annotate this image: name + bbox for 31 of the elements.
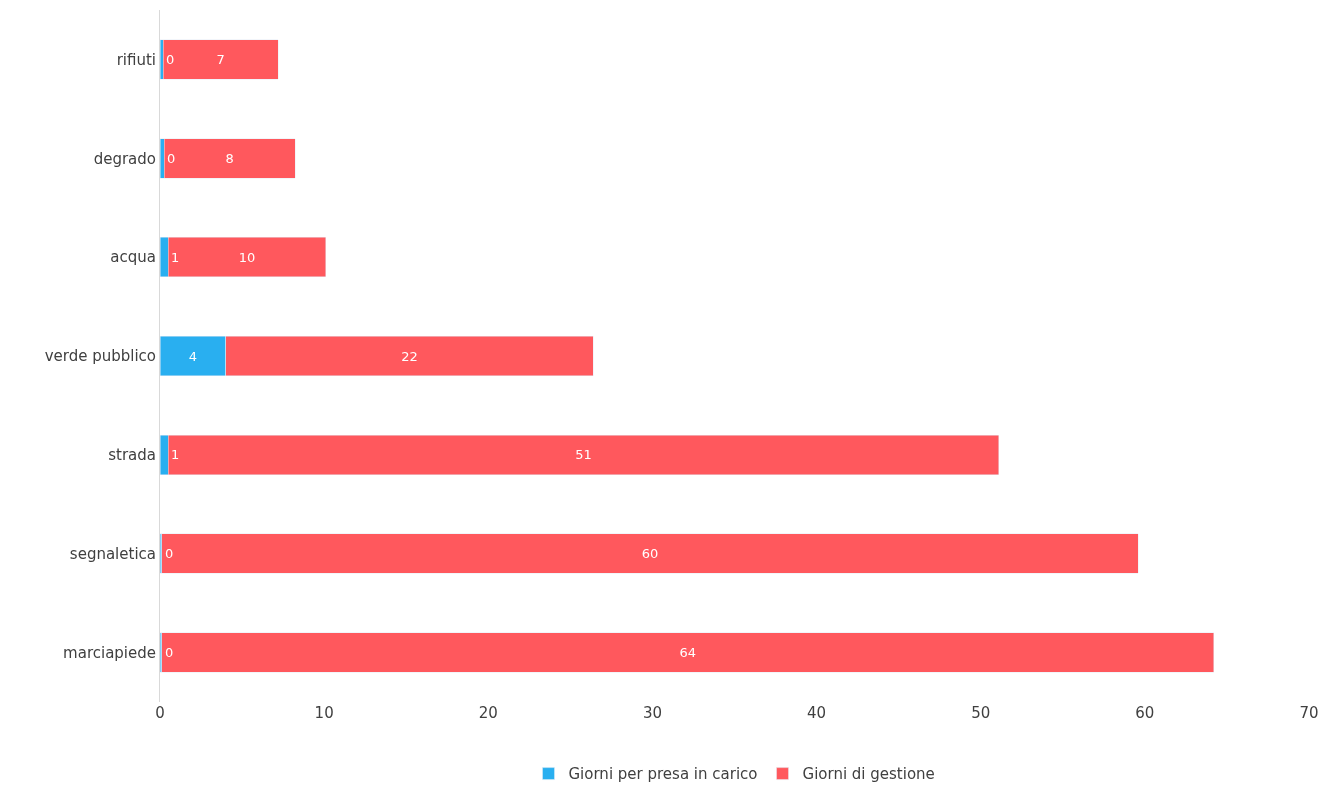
- legend-label: Giorni per presa in carico: [568, 765, 758, 784]
- y-tick-label: segnaletica: [69, 544, 156, 563]
- x-tick-label: 50: [971, 704, 991, 722]
- y-tick-label: strada: [108, 446, 156, 465]
- data-label: 10: [238, 249, 256, 265]
- data-label: 1: [171, 447, 180, 462]
- data-label: 60: [641, 546, 659, 562]
- x-tick-label: 10: [314, 704, 334, 722]
- legend-label: Giorni di gestione: [802, 765, 935, 784]
- data-label: 0: [165, 645, 174, 660]
- data-label: 4: [188, 348, 197, 364]
- y-tick-label: acqua: [110, 248, 156, 267]
- x-tick-label: 70: [1299, 704, 1319, 722]
- data-label: 8: [225, 150, 234, 166]
- data-label: 0: [166, 52, 175, 67]
- data-label: 51: [575, 447, 592, 463]
- y-tick-label: marciapiede: [63, 643, 156, 662]
- data-label: 1: [171, 250, 180, 265]
- y-tick-label: degrado: [93, 149, 156, 168]
- x-tick-label: 20: [478, 704, 498, 722]
- x-tick-label: 40: [807, 704, 827, 722]
- x-tick-label: 30: [642, 704, 662, 722]
- data-label: 7: [216, 51, 225, 67]
- data-label: 64: [679, 645, 696, 661]
- data-label: 0: [165, 546, 174, 561]
- x-tick-label: 0: [155, 704, 165, 722]
- y-tick-label: rifiuti: [116, 50, 156, 69]
- y-tick-label: verde pubblico: [44, 347, 156, 366]
- x-tick-label: 60: [1135, 704, 1155, 722]
- data-label: 22: [401, 348, 418, 364]
- data-label: 0: [167, 151, 176, 166]
